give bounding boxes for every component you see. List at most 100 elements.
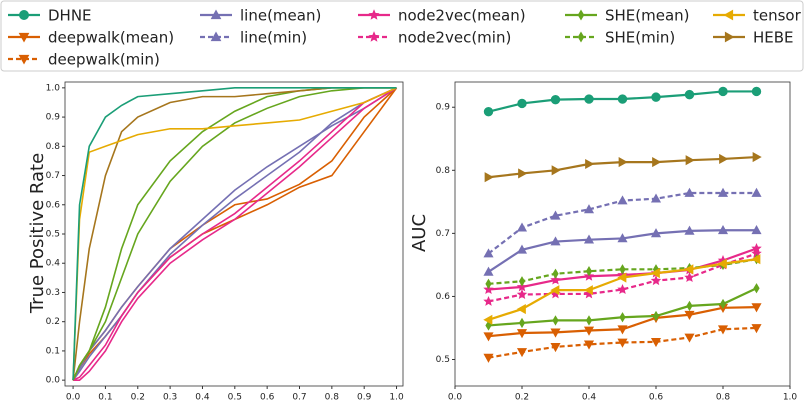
series-line: [72, 87, 397, 381]
series-line: [72, 87, 397, 381]
legend-label: deepwalk(min): [48, 51, 160, 69]
x-tick-label: 0.9: [357, 393, 372, 401]
marker: [619, 312, 626, 323]
marker: [652, 310, 660, 322]
legend-label: line(mean): [240, 7, 321, 25]
marker: [483, 284, 494, 294]
marker: [577, 9, 585, 21]
x-tick-label: 0.7: [292, 393, 306, 401]
marker: [551, 165, 561, 176]
marker: [617, 284, 628, 294]
marker: [483, 266, 494, 276]
marker: [483, 106, 494, 117]
marker: [552, 315, 559, 326]
marker: [550, 285, 560, 296]
marker: [518, 317, 526, 329]
marker: [483, 295, 494, 306]
legend-box: [0, 0, 804, 72]
marker: [210, 31, 222, 42]
marker: [650, 275, 662, 286]
marker: [650, 268, 660, 279]
marker: [583, 326, 595, 336]
series-line: [72, 87, 397, 381]
y-axis-label: AUC: [409, 214, 430, 252]
y-tick-label: 0.8: [436, 166, 451, 176]
x-tick-label: 0.2: [131, 393, 145, 401]
x-tick-label: 0.2: [515, 393, 529, 401]
legend-label: node2vec(min): [398, 29, 511, 47]
y-tick-label: 0.1: [46, 346, 60, 356]
marker: [650, 193, 662, 203]
marker: [583, 204, 595, 214]
marker: [518, 276, 526, 287]
x-tick-label: 0.6: [649, 393, 664, 401]
marker: [516, 329, 528, 339]
marker: [717, 224, 729, 235]
marker: [684, 264, 694, 275]
marker: [516, 289, 528, 299]
marker: [617, 338, 628, 348]
marker: [650, 228, 662, 238]
marker: [717, 187, 729, 197]
marker: [583, 285, 593, 296]
legend-label: SHE(mean): [605, 7, 690, 25]
marker: [484, 172, 494, 183]
marker: [751, 254, 761, 265]
marker: [751, 187, 762, 197]
marker: [483, 332, 494, 342]
marker: [483, 248, 494, 258]
marker: [550, 210, 561, 220]
y-tick-label: 0.2: [46, 317, 60, 327]
x-tick-label: 0.3: [163, 393, 177, 401]
x-tick-label: 0.1: [98, 393, 112, 401]
series-line: [72, 87, 397, 381]
marker: [550, 274, 561, 285]
marker: [585, 158, 595, 170]
x-tick-label: 0.8: [716, 393, 731, 401]
x-tick-label: 0.0: [448, 393, 463, 401]
marker: [19, 10, 29, 20]
marker: [18, 54, 30, 65]
y-axis-label: True Positive Rate: [27, 153, 48, 314]
y-tick-label: 0.0: [46, 376, 61, 386]
y-tick-label: 0.5: [46, 230, 60, 240]
marker: [583, 340, 595, 350]
marker: [518, 168, 528, 179]
legend-label: deepwalk(mean): [48, 29, 174, 47]
marker: [751, 303, 762, 313]
marker: [585, 315, 593, 326]
marker: [550, 328, 561, 338]
x-tick-label: 0.0: [66, 393, 81, 401]
marker: [718, 86, 728, 97]
series-line: [73, 87, 397, 381]
marker: [684, 272, 695, 282]
marker: [550, 236, 561, 246]
marker: [550, 94, 561, 105]
marker: [751, 324, 762, 334]
x-tick-label: 0.6: [260, 393, 275, 401]
legend-label: HEBE: [753, 29, 794, 47]
marker: [483, 353, 494, 363]
marker: [583, 234, 595, 244]
legend-label: tensor: [753, 7, 802, 25]
marker: [684, 333, 695, 343]
y-tick-label: 0.6: [436, 292, 451, 302]
marker: [516, 348, 528, 358]
marker: [368, 31, 380, 42]
marker: [516, 281, 528, 292]
series-line: [488, 252, 757, 303]
y-tick-label: 0.6: [46, 200, 61, 210]
marker: [651, 92, 661, 102]
marker: [617, 233, 628, 243]
marker: [684, 225, 695, 235]
x-tick-label: 0.8: [325, 393, 340, 401]
marker: [18, 32, 30, 43]
series-line: [72, 87, 397, 381]
marker: [585, 266, 593, 277]
marker: [483, 314, 493, 325]
marker: [684, 187, 695, 197]
marker: [368, 9, 380, 20]
legend: DHNE deepwalk(mean) deepwalk(min) line(mean…: [8, 7, 802, 69]
legend-label: DHNE: [48, 7, 92, 25]
marker: [550, 343, 561, 353]
